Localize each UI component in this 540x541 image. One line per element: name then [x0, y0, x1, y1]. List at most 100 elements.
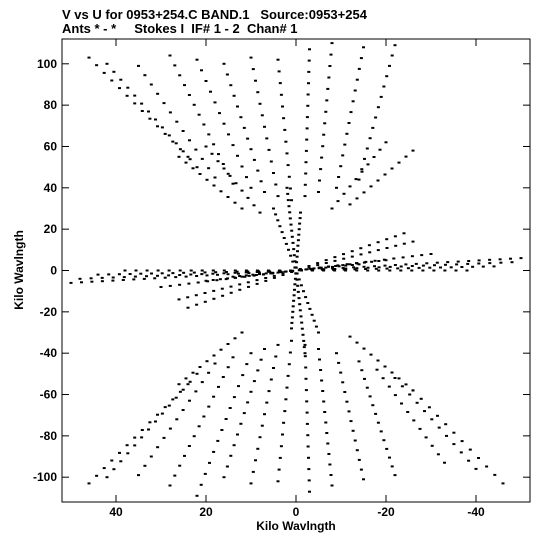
data-point [240, 331, 244, 334]
data-point [278, 456, 282, 459]
data-point [355, 449, 359, 452]
data-point [202, 415, 206, 418]
data-point [203, 300, 207, 303]
data-point [436, 414, 439, 417]
data-point [255, 279, 259, 282]
data-point [192, 271, 196, 274]
data-point [107, 273, 111, 276]
data-point [460, 266, 464, 268]
data-point [401, 256, 405, 259]
data-point [229, 285, 233, 288]
data-point [143, 464, 147, 467]
data-point [443, 461, 446, 464]
data-point [345, 132, 349, 135]
data-point [199, 483, 203, 486]
x-tick-label: 20 [199, 505, 213, 519]
data-point [259, 180, 263, 183]
data-point [382, 258, 386, 261]
data-point [282, 237, 286, 239]
data-point [349, 420, 353, 423]
data-point [139, 272, 143, 275]
data-point [510, 261, 514, 264]
data-point [189, 273, 193, 276]
data-point [305, 411, 309, 414]
data-point [420, 254, 424, 257]
data-point [304, 268, 308, 271]
data-point [154, 420, 157, 423]
data-point [284, 242, 288, 245]
data-point [216, 273, 219, 276]
data-point [298, 309, 302, 312]
data-point [283, 128, 287, 131]
data-point [254, 274, 258, 276]
data-point [249, 56, 253, 59]
data-point [411, 240, 415, 243]
data-point [181, 130, 185, 132]
data-point [181, 150, 185, 153]
data-point [303, 352, 307, 355]
data-point [390, 54, 394, 57]
data-point [317, 348, 320, 350]
data-point [365, 386, 369, 389]
data-point [224, 271, 228, 273]
data-point [443, 269, 447, 272]
data-point [419, 397, 423, 400]
data-point [308, 48, 311, 51]
data-point [187, 445, 191, 447]
data-point [200, 157, 204, 160]
data-point [204, 145, 208, 148]
data-point [177, 383, 181, 386]
data-point [205, 178, 209, 181]
data-point [303, 343, 307, 346]
data-point [357, 263, 361, 266]
data-point [296, 284, 300, 287]
data-point [357, 458, 361, 461]
data-point [307, 479, 311, 482]
data-point [382, 85, 386, 88]
data-point [251, 470, 255, 473]
data-point [363, 377, 366, 380]
data-point [197, 113, 201, 116]
data-point [374, 116, 378, 119]
data-point [421, 269, 425, 272]
data-point [393, 235, 397, 238]
data-point [305, 116, 309, 119]
data-point [240, 189, 244, 192]
data-point [288, 187, 292, 190]
data-point [207, 133, 211, 136]
data-point [285, 386, 289, 389]
data-point [417, 266, 421, 269]
data-point [333, 259, 337, 262]
data-point [186, 296, 190, 299]
data-point [238, 275, 242, 277]
data-point [467, 459, 471, 462]
data-point [205, 274, 209, 277]
data-point [200, 273, 204, 276]
data-point [256, 169, 260, 172]
data-point [211, 272, 215, 275]
data-point [456, 260, 460, 263]
data-point [258, 273, 261, 276]
data-point [200, 69, 203, 72]
data-point [287, 248, 290, 251]
data-point [216, 160, 220, 163]
data-point [265, 401, 269, 404]
data-point [291, 310, 295, 313]
data-point [348, 335, 352, 338]
data-point [78, 277, 82, 280]
data-point [366, 269, 370, 272]
data-point [344, 269, 348, 272]
data-point [321, 145, 325, 148]
data-point [299, 284, 303, 287]
data-point [247, 272, 251, 275]
data-point [171, 272, 175, 275]
plot-frame [61, 38, 531, 503]
data-point [118, 87, 121, 90]
data-point [452, 431, 456, 434]
data-point [274, 183, 278, 186]
data-point [191, 167, 195, 170]
x-tick-label: -20 [377, 505, 395, 519]
data-point [392, 257, 396, 260]
data-point [342, 253, 345, 256]
data-point [371, 126, 375, 129]
